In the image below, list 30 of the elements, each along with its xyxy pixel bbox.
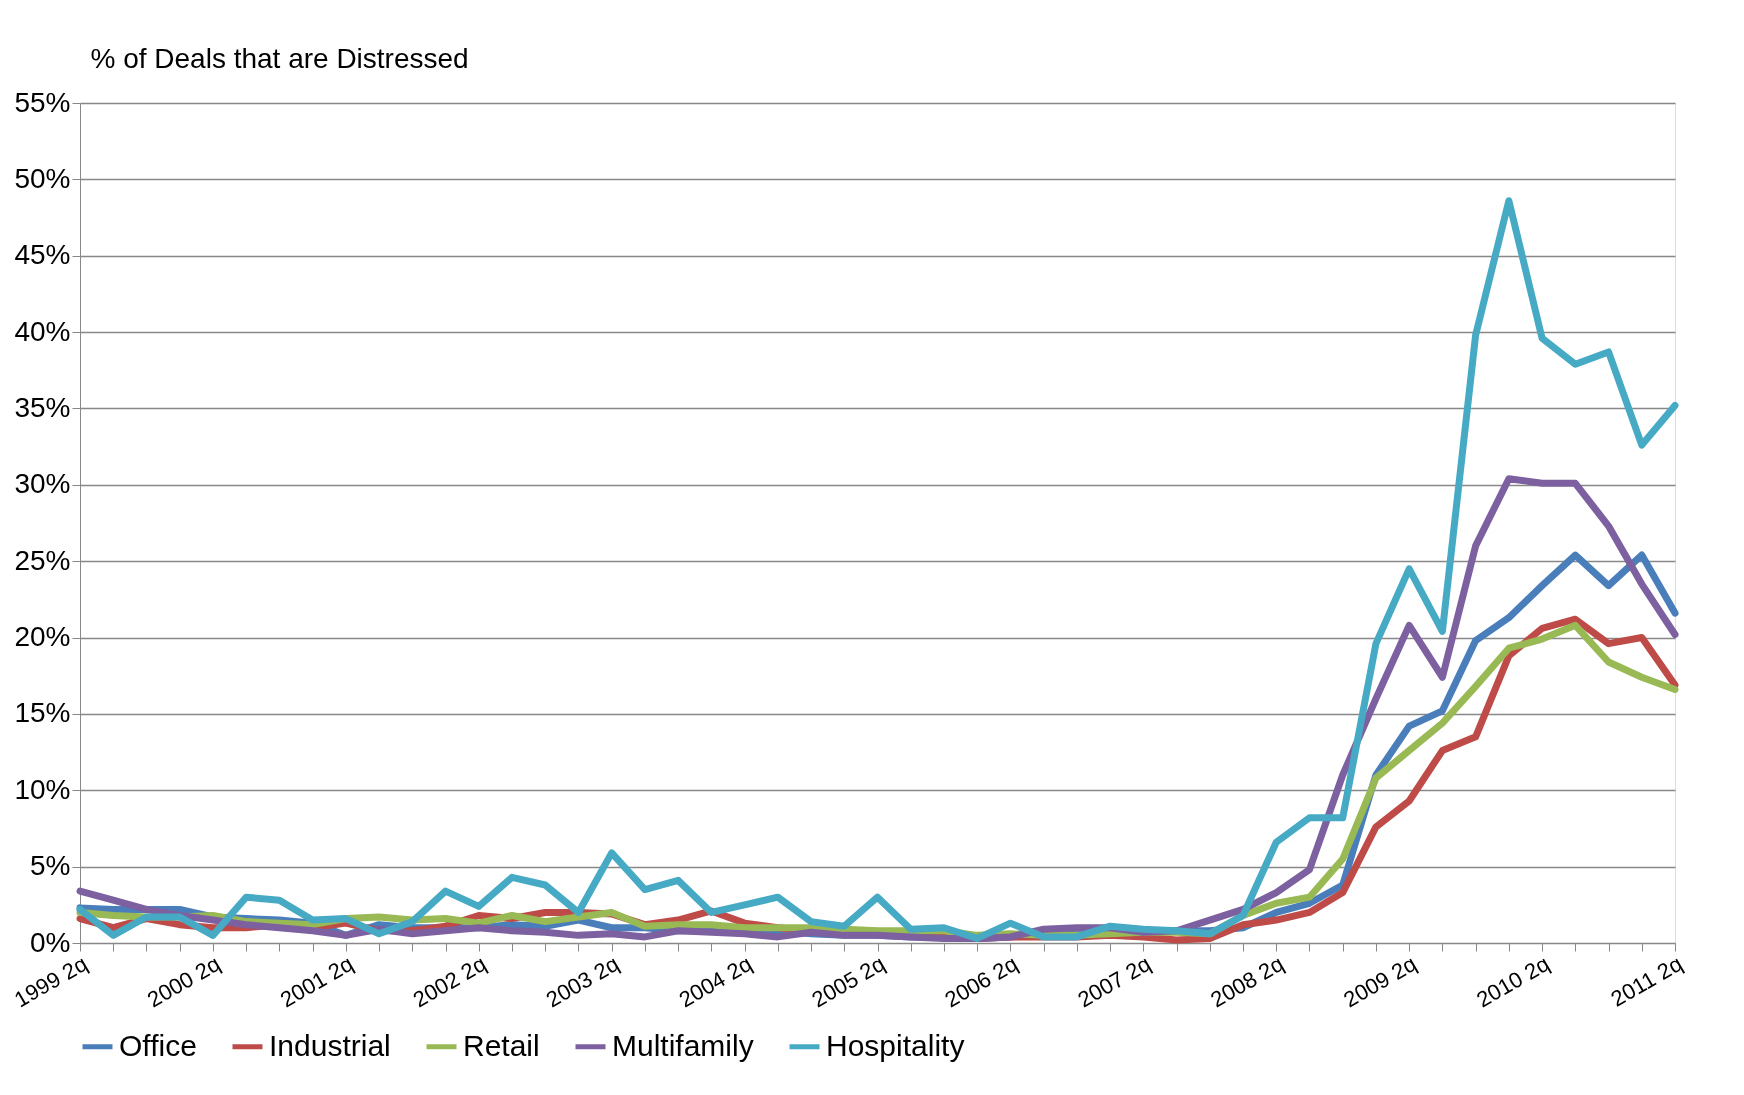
legend-label: Office [119,1028,197,1062]
x-tick-label: 2007 2q [1073,950,1155,1013]
y-tick-label: 45% [14,239,71,271]
y-tick-label: 25% [14,544,71,576]
legend-label: Hospitality [826,1028,965,1062]
y-tick-label: 40% [14,315,71,347]
x-tick-label: 2005 2q [807,950,889,1013]
x-tick-label: 2011 2q [1606,950,1687,1012]
x-tick-label: 2008 2q [1206,950,1288,1013]
x-tick-label: 2010 2q [1472,950,1554,1013]
y-axis-title: % of Deals that are Distressed [90,42,469,74]
legend-label: Retail [463,1028,540,1062]
y-tick-label: 35% [14,391,71,423]
x-tick-label: 2009 2q [1339,950,1421,1013]
y-tick-label: 55% [14,86,71,118]
y-tick-label: 20% [14,621,71,653]
x-tick-label: 2003 2q [541,950,624,1013]
legend-label: Multifamily [612,1028,754,1062]
x-tick-label: 2000 2q [143,950,225,1013]
y-tick-label: 0% [30,926,71,958]
y-tick-label: 10% [14,773,71,805]
x-tick-label: 2004 2q [674,950,757,1013]
y-tick-label: 50% [14,162,71,194]
x-tick-label: 2006 2q [940,950,1022,1013]
y-tick-label: 15% [14,697,71,729]
y-tick-label: 5% [30,850,71,882]
legend-label: Industrial [269,1028,391,1062]
x-tick-label: 2002 2q [408,950,491,1013]
x-tick-label: 2001 2q [275,950,358,1013]
y-tick-label: 30% [14,468,71,500]
